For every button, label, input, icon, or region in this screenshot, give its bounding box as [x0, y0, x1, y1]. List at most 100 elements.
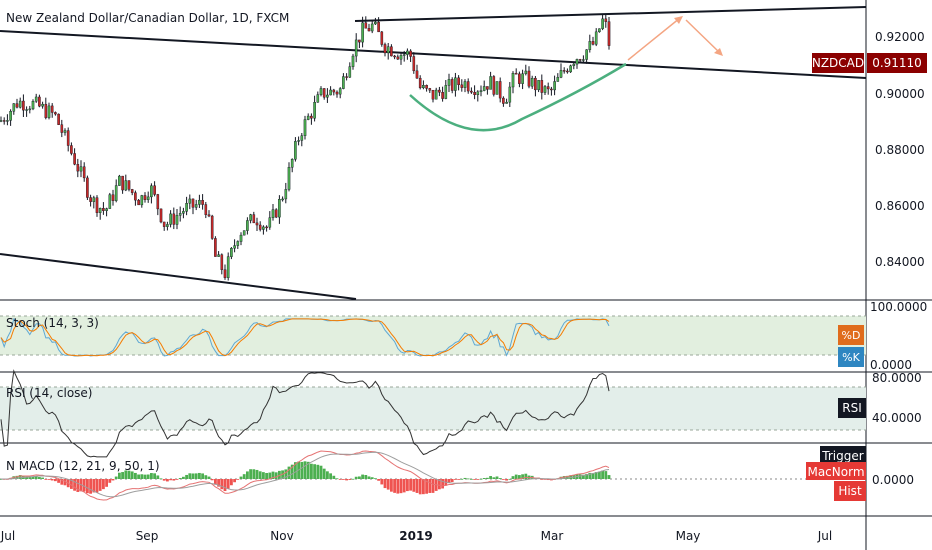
candle-body: [230, 248, 233, 257]
candle-body: [505, 101, 508, 104]
candle-body: [18, 100, 22, 108]
macd-hist-bar: [140, 474, 144, 479]
macd-hist-bar: [306, 461, 310, 479]
macd-hist-bar: [210, 479, 214, 481]
macd-hist-bar: [322, 468, 326, 479]
candle-body: [146, 196, 150, 200]
candle-body: [47, 105, 51, 118]
candle-body: [25, 109, 28, 111]
macd-hist-bar: [495, 476, 499, 479]
candle-body: [393, 55, 396, 58]
macd-hist-bar: [268, 472, 272, 479]
candle-body: [249, 214, 252, 221]
candle-body: [361, 22, 364, 43]
k-badge: [838, 347, 864, 367]
candle-body: [550, 88, 553, 91]
candle-body: [41, 103, 44, 107]
candle-body: [591, 41, 595, 45]
candle-body: [572, 63, 576, 67]
macd-hist-bar: [326, 471, 329, 479]
candle-body: [370, 23, 374, 32]
candle-body: [150, 185, 153, 198]
candle-body: [70, 145, 73, 154]
macd-hist-bar: [236, 479, 240, 480]
projection-arrows[interactable]: [627, 16, 723, 61]
macd-hist-bar: [89, 479, 92, 494]
macd-hist-bar: [524, 473, 528, 479]
candle-body: [236, 241, 240, 246]
candle-body: [127, 180, 131, 190]
candle-body: [495, 81, 499, 95]
candle-body: [162, 221, 166, 227]
macd-hist-bar: [367, 476, 371, 479]
macd-hist-bar: [604, 471, 608, 479]
rsi-tick: 40.0000: [872, 411, 922, 425]
macd-hist-bar: [431, 479, 435, 493]
macd-hist-bar: [172, 479, 176, 481]
stoch-title: Stoch (14, 3, 3): [6, 316, 99, 330]
candle-body: [207, 214, 211, 217]
candle-body: [223, 269, 227, 278]
macd-hist-bar: [300, 461, 304, 479]
macd-hist-bar: [489, 476, 492, 479]
symbol-label: NZDCAD: [812, 56, 864, 70]
macd-hist-bar: [114, 476, 118, 479]
trigger-line: [1, 451, 610, 498]
candle-body: [156, 194, 160, 210]
y-tick: 0.84000: [875, 255, 925, 269]
macd-hist-bar: [348, 479, 352, 480]
macd-hist-bar: [540, 479, 544, 480]
candle-body: [220, 254, 224, 270]
macd-hist-bar: [329, 473, 332, 479]
channel-lower-trendline[interactable]: [0, 253, 357, 300]
macd-hist-bar: [463, 477, 467, 479]
candle-body: [12, 103, 16, 112]
chart-title: New Zealand Dollar/Canadian Dollar, 1D, …: [6, 11, 289, 25]
last-price-badge: [867, 53, 927, 73]
candle-body: [351, 55, 355, 67]
macd-hist-bar: [92, 479, 96, 493]
candle-body: [159, 208, 163, 223]
candle-body: [262, 226, 265, 230]
candle-body: [473, 92, 476, 96]
macd-hist-bar: [207, 476, 211, 479]
macd-hist-bar: [198, 472, 201, 479]
candle-body: [358, 39, 361, 43]
candle-body: [546, 86, 550, 90]
candle-body: [409, 50, 412, 57]
hist-label: Hist: [838, 484, 862, 498]
candle-body: [518, 73, 521, 84]
macd-hist-bar: [233, 479, 236, 483]
y-tick: 0.90000: [875, 87, 925, 101]
candle-body: [450, 79, 454, 91]
candles-group: [0, 13, 611, 281]
candle-body: [210, 215, 214, 239]
macd-hist-bar: [492, 477, 496, 479]
candle-body: [540, 80, 544, 93]
resistance-trendline[interactable]: [354, 6, 867, 22]
macd-hist-bar: [418, 479, 422, 495]
cup-curve[interactable]: [409, 62, 627, 132]
macd-hist-bar: [508, 478, 512, 480]
candle-body: [153, 185, 156, 195]
rsi-title: RSI (14, close): [6, 386, 92, 400]
macd-hist-bar: [601, 470, 604, 479]
macd-hist-bar: [498, 478, 502, 479]
candle-body: [169, 213, 172, 225]
candle-body: [9, 111, 12, 121]
macd-hist-bar: [95, 479, 99, 493]
candle-body: [527, 70, 531, 87]
candle-body: [268, 217, 272, 228]
candle-body: [508, 86, 512, 103]
macd-hist-bar: [246, 471, 249, 479]
macd-hist-bar: [159, 478, 163, 480]
macd-hist-bar: [124, 470, 128, 479]
candle-body: [463, 81, 467, 88]
macd-hist-bar: [447, 479, 451, 483]
candle-body: [226, 256, 230, 278]
macd-hist-bar: [415, 479, 419, 493]
channel-upper-trendline[interactable]: [0, 30, 867, 79]
candle-body: [444, 85, 448, 99]
macd-hist-bar: [18, 475, 22, 479]
